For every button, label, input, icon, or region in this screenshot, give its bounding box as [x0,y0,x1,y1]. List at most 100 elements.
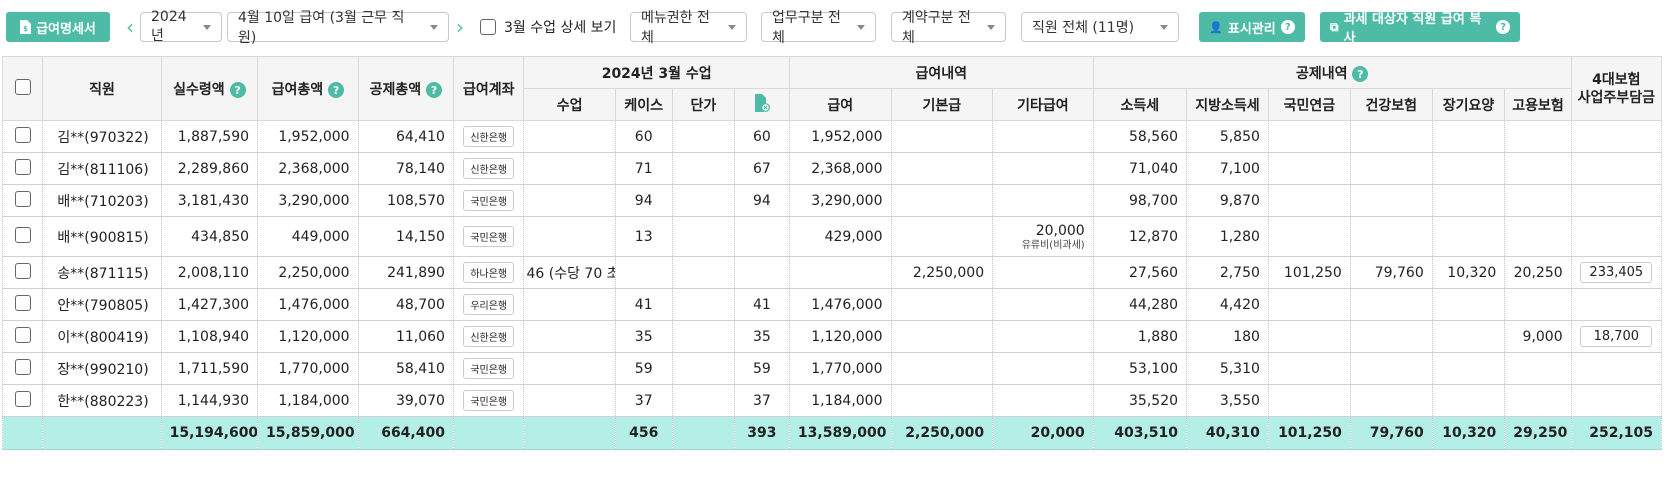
pension [1267,216,1351,257]
chevron-down-icon [203,24,211,30]
year-select[interactable]: 2024년 [140,9,222,44]
total-pension: 101,250 [1267,416,1351,450]
bank-button[interactable]: 신한은행 [463,326,515,347]
staff-name[interactable]: 배**(710203) [42,184,162,217]
bank-button[interactable]: 신한은행 [463,158,515,179]
total-net-pay: 15,194,600 [160,416,259,450]
unit-price [671,352,735,385]
total-cases: 456 [614,416,673,450]
local-tax: 180 [1186,320,1269,353]
account-cell: 우리은행 [452,288,525,321]
account-cell: 국민은행 [452,384,525,417]
bank-button[interactable]: 하나은행 [463,262,515,283]
employer-contribution: 233,405 [1570,256,1663,289]
pension [1267,384,1351,417]
account-cell: 하나은행 [452,256,525,289]
staff-name[interactable]: 이**(800419) [42,320,162,353]
local-tax: 7,100 [1186,152,1269,185]
staff-name[interactable]: 김**(970322) [42,120,162,153]
file-count: 41 [733,288,790,321]
account-cell: 신한은행 [452,320,525,353]
row-checkbox[interactable] [14,126,31,143]
detail-view-checkbox[interactable] [480,19,496,35]
net-pay: 3,181,430 [160,184,259,217]
help-icon[interactable]: ? [229,82,246,98]
table-row: 김**(811106) 2,289,860 2,368,000 78,140 신… [1,152,1663,185]
select-all-checkbox[interactable] [14,78,31,95]
income-tax: 44,280 [1092,288,1188,321]
income-tax: 58,560 [1092,120,1188,153]
header-pay-group: 급여내역 [788,56,1094,89]
health [1349,216,1433,257]
staff-select[interactable]: 직원 전체 (11명) [1021,12,1179,42]
longterm [1431,384,1506,417]
row-checkbox[interactable] [14,226,31,243]
employment: 9,000 [1504,320,1572,353]
net-pay: 2,289,860 [160,152,259,185]
row-checkbox-cell [1,152,44,185]
display-manage-button[interactable]: 👤 표시관리 ? [1199,12,1305,42]
work-type-select[interactable]: 업무구분 전체 [761,10,876,46]
employer-contribution-value[interactable]: 18,700 [1580,326,1653,347]
account-cell: 국민은행 [452,216,525,257]
row-checkbox[interactable] [14,262,31,279]
staff-name[interactable]: 김**(811106) [42,152,162,185]
bank-button[interactable]: 우리은행 [463,294,515,315]
help-icon[interactable]: ? [328,82,345,98]
detail-view-toggle[interactable]: 3월 수업 상세 보기 [480,12,616,42]
staff-name[interactable]: 배**(900815) [42,216,162,257]
display-manage-label: 표시관리 [1227,21,1276,37]
bank-button[interactable]: 국민은행 [463,390,515,411]
staff-select-value: 직원 전체 (11명) [1032,20,1135,36]
bank-button[interactable]: 신한은행 [463,126,515,147]
total-other-pay: 20,000 [992,416,1094,450]
employer-contribution [1570,152,1663,185]
row-checkbox[interactable] [14,158,31,175]
local-tax: 5,850 [1186,120,1269,153]
row-checkbox[interactable] [14,326,31,343]
toolbar: $ 급여명세서 ‹ 2024년 4월 10일 급여 (3월 근무 직원) › 3… [6,9,1666,46]
bank-button[interactable]: 국민은행 [463,190,515,211]
health [1349,184,1433,217]
payslip-button[interactable]: $ 급여명세서 [6,12,110,42]
header-account: 급여계좌 [452,56,525,121]
class-count: 46 (수당 70 초과) [523,256,616,289]
staff-name[interactable]: 장**(990210) [42,352,162,385]
table-row: 안**(790805) 1,427,300 1,476,000 48,700 우… [1,288,1663,321]
file-count: 94 [733,184,790,217]
help-icon[interactable]: ? [1496,20,1510,34]
total-row: 15,194,600 15,859,000 664,400 456 393 13… [1,416,1663,450]
copy-taxable-button[interactable]: ⧉ 과세 대상자 직원 급여 복사 ? [1320,12,1520,46]
row-checkbox[interactable] [14,190,31,207]
next-arrow-icon[interactable]: › [456,15,464,39]
help-icon[interactable]: ? [425,82,442,98]
help-icon[interactable]: ? [1280,20,1295,34]
staff-name[interactable]: 한**(880223) [42,384,162,417]
employment [1504,384,1572,417]
income-tax: 71,040 [1092,152,1188,185]
unit-price [671,256,735,289]
contract-select[interactable]: 계약구분 전체 [891,10,1006,46]
payroll-select[interactable]: 4월 10일 급여 (3월 근무 직원) [227,10,449,46]
prev-arrow-icon[interactable]: ‹ [126,15,134,39]
pay: 3,290,000 [788,184,892,217]
row-checkbox[interactable] [14,390,31,407]
row-checkbox[interactable] [14,294,31,311]
help-icon[interactable]: ? [1352,66,1369,82]
local-tax: 2,750 [1186,256,1269,289]
staff-name[interactable]: 송**(871115) [42,256,162,289]
total-employer: 252,105 [1570,416,1663,450]
bank-button[interactable]: 국민은행 [463,226,515,247]
class-count [523,288,616,321]
employer-contribution [1570,352,1663,385]
table-row: 장**(990210) 1,711,590 1,770,000 58,410 국… [1,352,1663,385]
row-checkbox[interactable] [14,358,31,375]
header-class: 수업 [523,88,616,121]
staff-name[interactable]: 안**(790805) [42,288,162,321]
longterm [1431,352,1506,385]
class-count [523,152,616,185]
employer-contribution-value[interactable]: 233,405 [1580,262,1653,283]
bank-button[interactable]: 국민은행 [463,358,515,379]
menu-auth-select[interactable]: 메뉴권한 전체 [630,10,747,46]
unit-price [671,184,735,217]
